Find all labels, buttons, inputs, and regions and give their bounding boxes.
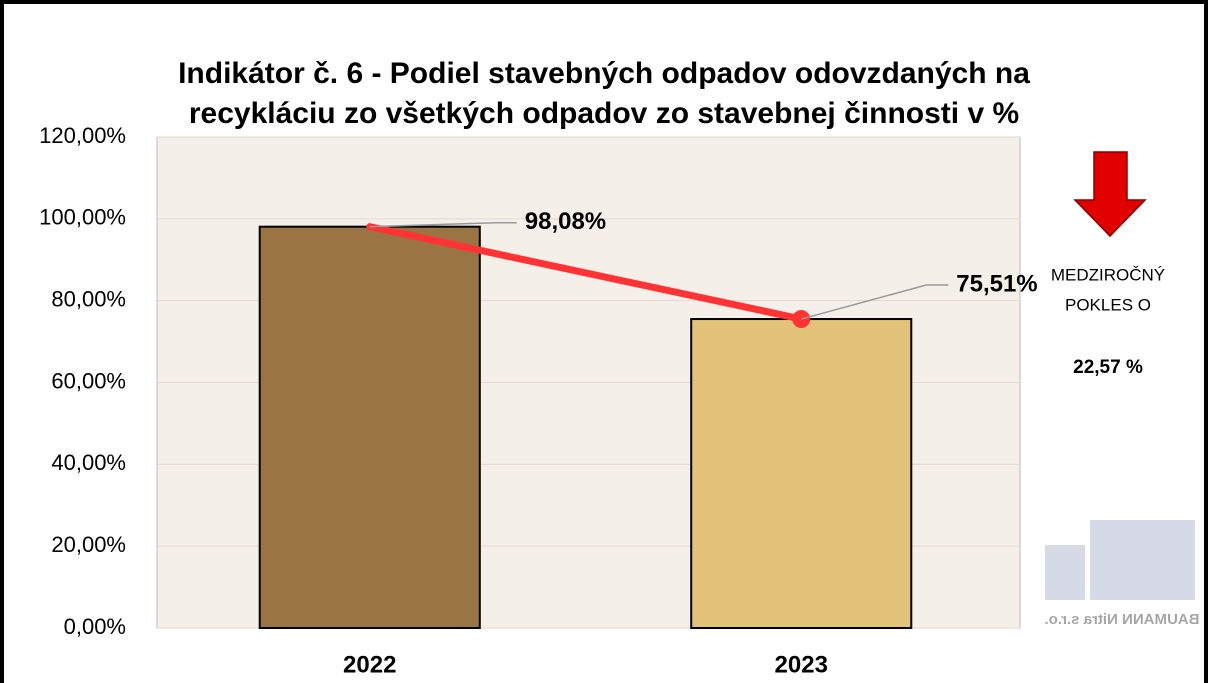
annotation-value: 22,57 % [1073,357,1143,378]
down-arrow [1073,151,1147,238]
x-tick-label: 2023 [775,651,828,678]
logo: BAUMANN Nitra s.r.o. [1044,520,1200,628]
y-tick-label: 100,00% [39,205,126,230]
y-tick-label: 0,00% [64,614,126,639]
y-tick-label: 120,00% [39,123,126,148]
data-label: 98,08% [525,208,606,235]
bar [690,318,913,629]
trend-line [366,223,805,323]
chart-title: recykláciu zo všetkých odpadov zo staveb… [189,97,1019,130]
leader-line [801,284,949,320]
y-tick-label: 20,00% [51,532,126,557]
bar [258,225,481,629]
y-tick-label: 40,00% [51,450,126,475]
logo-text: BAUMANN Nitra s.r.o. [1044,611,1199,628]
y-tick-label: 80,00% [51,286,126,311]
logo-shape [1045,545,1085,600]
annotation-text: POKLES O [1065,295,1151,314]
x-tick-label: 2022 [343,651,396,678]
annotation-text: MEDZIROČNÝ [1051,265,1165,284]
chart-title: Indikátor č. 6 - Podiel stavebných odpad… [178,57,1030,90]
leader-line [369,221,517,228]
logo-shape [1090,520,1195,600]
data-label: 75,51% [956,270,1037,297]
y-tick-label: 60,00% [51,368,126,393]
